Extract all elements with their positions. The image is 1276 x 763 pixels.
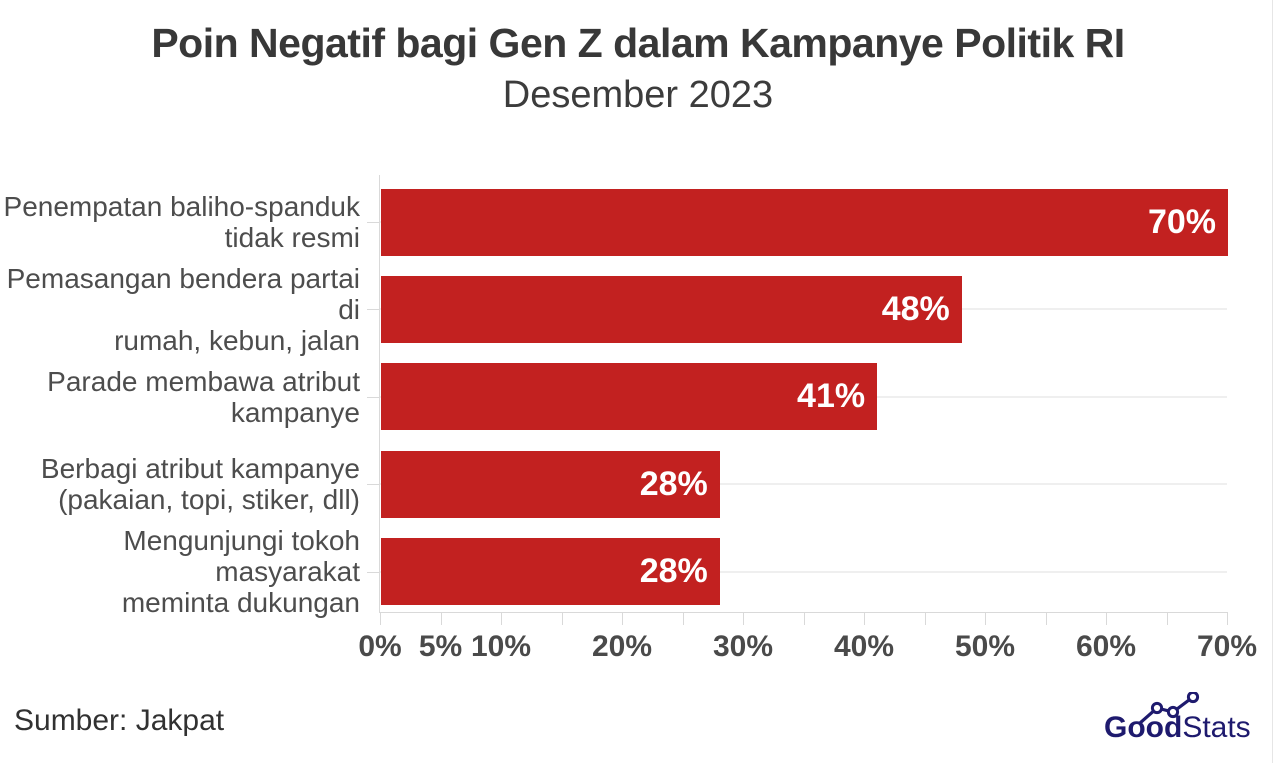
y-axis-tick — [367, 222, 380, 223]
category-label: Penempatan baliho-spanduk tidak resmi — [3, 191, 360, 253]
x-axis-tick — [380, 612, 381, 625]
category-label: Mengunjungi tokoh masyarakat meminta duk… — [121, 525, 360, 619]
logo-wordmark: GoodStats — [1104, 711, 1251, 745]
x-axis-tick-label: 30% — [712, 630, 774, 663]
bar: 28% — [381, 450, 720, 518]
bar-value-label: 28% — [639, 552, 708, 591]
x-axis-tick-label: 50% — [954, 630, 1016, 663]
plot-area: 70% 48% 41% 28% 28% 0% 5% 10% 20% 30% 40% 50% 60% 70% — [358, 175, 1257, 663]
x-axis-tick-label: 60% — [1075, 630, 1137, 663]
source-attribution: Sumber: Jakpat — [14, 704, 225, 737]
ascending-line-chart-icon — [1138, 692, 1200, 725]
logo-word-stats: Stats — [1182, 711, 1251, 744]
x-axis-tick — [501, 612, 502, 625]
y-axis-tick — [367, 571, 380, 573]
bar: 28% — [381, 538, 720, 606]
x-axis-tick-label: 5% — [418, 630, 463, 663]
x-axis-tick-label: 0% — [358, 630, 402, 663]
x-axis-tick — [1227, 612, 1228, 625]
category-label: Pemasangan bendera partai di rumah, kebu… — [6, 262, 360, 356]
y-axis-tick — [367, 396, 380, 398]
logo-word-good: Good — [1104, 711, 1183, 744]
bar-value-label: 70% — [1147, 202, 1216, 241]
x-axis-tick-label: 10% — [470, 630, 532, 663]
bar-value-label: 41% — [797, 377, 866, 416]
chart-subtitle: Desember 2023 — [502, 74, 774, 116]
category-label: Berbagi atribut kampanye (pakaian, topi,… — [40, 453, 360, 516]
x-axis-tick-label: 20% — [591, 630, 653, 663]
goodstats-logo: GoodStats — [1104, 692, 1266, 750]
gridline — [380, 483, 1227, 486]
x-axis-tick — [1166, 612, 1168, 625]
bar: 41% — [381, 363, 878, 431]
x-axis-tick — [440, 612, 442, 625]
x-axis-tick — [924, 612, 926, 625]
x-axis-tick — [743, 612, 744, 625]
x-axis-tick — [803, 612, 805, 625]
bar: 70% — [381, 188, 1228, 256]
x-axis-tick — [864, 612, 865, 625]
x-axis-tick — [682, 612, 684, 625]
gridline — [380, 570, 1227, 573]
bar: 48% — [381, 275, 962, 343]
bar-value-label: 48% — [881, 289, 950, 328]
bar-value-label: 28% — [639, 464, 708, 503]
window-edge-divider — [1272, 0, 1273, 763]
x-axis-tick — [622, 612, 623, 625]
y-axis-tick — [367, 309, 380, 311]
x-axis-tick-label: 40% — [833, 630, 895, 663]
x-axis-tick — [561, 612, 563, 625]
x-axis-tick — [1045, 612, 1047, 625]
x-axis-tick — [985, 612, 986, 625]
x-axis-tick — [1106, 612, 1107, 625]
y-axis-tick — [367, 484, 380, 486]
category-label: Parade membawa atribut kampanye — [47, 365, 360, 428]
chart-title: Poin Negatif bagi Gen Z dalam Kampanye P… — [151, 20, 1125, 66]
x-axis-tick-label: 70% — [1196, 630, 1258, 663]
